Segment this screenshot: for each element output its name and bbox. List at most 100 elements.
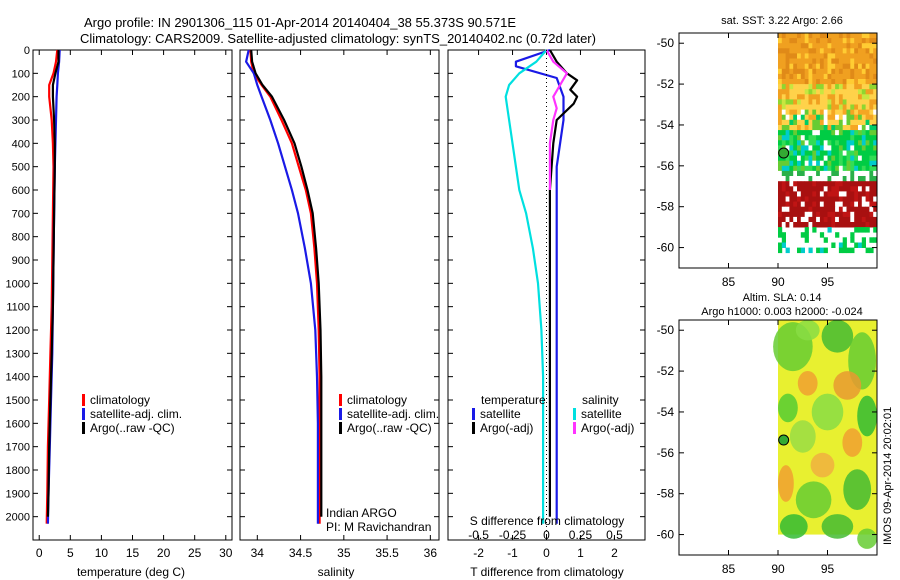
sst-cell (812, 211, 817, 218)
sst-cell (793, 150, 798, 156)
sst-cell (816, 104, 821, 110)
sst-cell (800, 140, 805, 146)
legend-label: climatology (347, 393, 407, 407)
sst-cell (858, 140, 863, 146)
sst-cell (835, 119, 840, 126)
sst-cell (781, 222, 786, 228)
sst-cell (816, 160, 821, 167)
sst-cell (797, 48, 802, 54)
sst-cell (842, 242, 847, 248)
sst-cell (869, 104, 874, 110)
sst-cell (819, 165, 825, 172)
sst-cell (793, 84, 798, 90)
sst-cell (781, 94, 786, 100)
sst-cell (831, 63, 836, 70)
sst-cell (812, 191, 817, 197)
legend-swatch (472, 422, 475, 434)
sst-cell (865, 119, 870, 126)
sst-cell (781, 104, 786, 110)
sst-cell (797, 63, 802, 70)
sst-cell (808, 94, 813, 100)
sst-cell (789, 160, 794, 167)
sst-cell (819, 68, 825, 75)
sst-cell (797, 216, 802, 223)
sst-cell (827, 89, 832, 95)
sst-cell (827, 130, 832, 136)
sst-cell (831, 222, 836, 228)
y-tick-label: -58 (657, 487, 675, 501)
sst-cell (846, 150, 851, 156)
sst-cell (861, 130, 866, 136)
sst-cell (861, 155, 866, 162)
sst-cell (854, 176, 859, 182)
s-diff-tick-label: 0 (543, 528, 550, 542)
sst-cell (842, 99, 847, 105)
salinity-xlabel: salinity (318, 565, 355, 579)
sst-cell (789, 135, 794, 141)
sst-cell (869, 94, 874, 100)
x-tick-label: 5 (67, 546, 74, 560)
sst-cell (873, 114, 878, 121)
sst-cell (846, 140, 851, 146)
sst-cell (838, 181, 844, 187)
sst-cell (793, 43, 798, 49)
sst-cell (797, 155, 802, 162)
sst-cell (827, 43, 832, 49)
sst-cell (842, 79, 847, 85)
sst-cell (789, 130, 794, 136)
sst-cell (835, 53, 840, 59)
sst-cell (858, 89, 863, 95)
sst-cell (797, 176, 802, 182)
sst-cell (793, 53, 798, 59)
sst-cell (816, 145, 821, 151)
sst-cell (819, 135, 825, 141)
sst-cell (800, 68, 805, 75)
sst-cell (831, 99, 836, 105)
sst-cell (812, 114, 817, 121)
sst-cell (861, 53, 866, 59)
sst-cell (804, 186, 809, 192)
sst-cell (812, 109, 817, 116)
y-tick-label: 1800 (6, 465, 30, 477)
sst-cell (778, 155, 783, 162)
sst-cell (858, 48, 863, 54)
sst-cell (785, 130, 790, 136)
sst-cell (804, 99, 809, 105)
sst-cell (789, 53, 794, 59)
sst-cell (793, 186, 798, 192)
sst-cell (778, 160, 783, 167)
legend-label: Argo(-adj) (581, 421, 634, 435)
sst-cell (778, 125, 783, 131)
sst-cell (865, 170, 870, 177)
sst-cell (778, 109, 783, 116)
sst-cell (778, 94, 783, 100)
sst-cell (850, 206, 855, 213)
sst-cell (808, 247, 813, 254)
sst-cell (816, 109, 821, 116)
sst-cell (827, 99, 832, 105)
sst-cell (785, 94, 790, 100)
sst-cell (816, 155, 821, 162)
sst-cell (785, 211, 790, 218)
sst-cell (869, 99, 874, 105)
sst-cell (831, 150, 836, 156)
sst-cell (804, 155, 809, 162)
sst-cell (800, 155, 805, 162)
sst-cell (831, 160, 836, 167)
legend-label: satellite (581, 407, 622, 421)
y-tick-label: -58 (657, 200, 675, 214)
sst-cell (838, 58, 844, 64)
series-line (45, 49, 59, 524)
sst-cell (838, 43, 844, 49)
sst-cell (793, 125, 798, 131)
sst-cell (858, 181, 863, 187)
sst-cell (819, 211, 825, 218)
sst-cell (835, 216, 840, 223)
sst-cell (793, 176, 798, 182)
sst-cell (778, 68, 783, 75)
sst-cell (865, 104, 870, 110)
sst-cell (846, 160, 851, 167)
argo-position-marker (778, 434, 790, 446)
sst-cell (793, 94, 798, 100)
sst-cell (789, 79, 794, 85)
